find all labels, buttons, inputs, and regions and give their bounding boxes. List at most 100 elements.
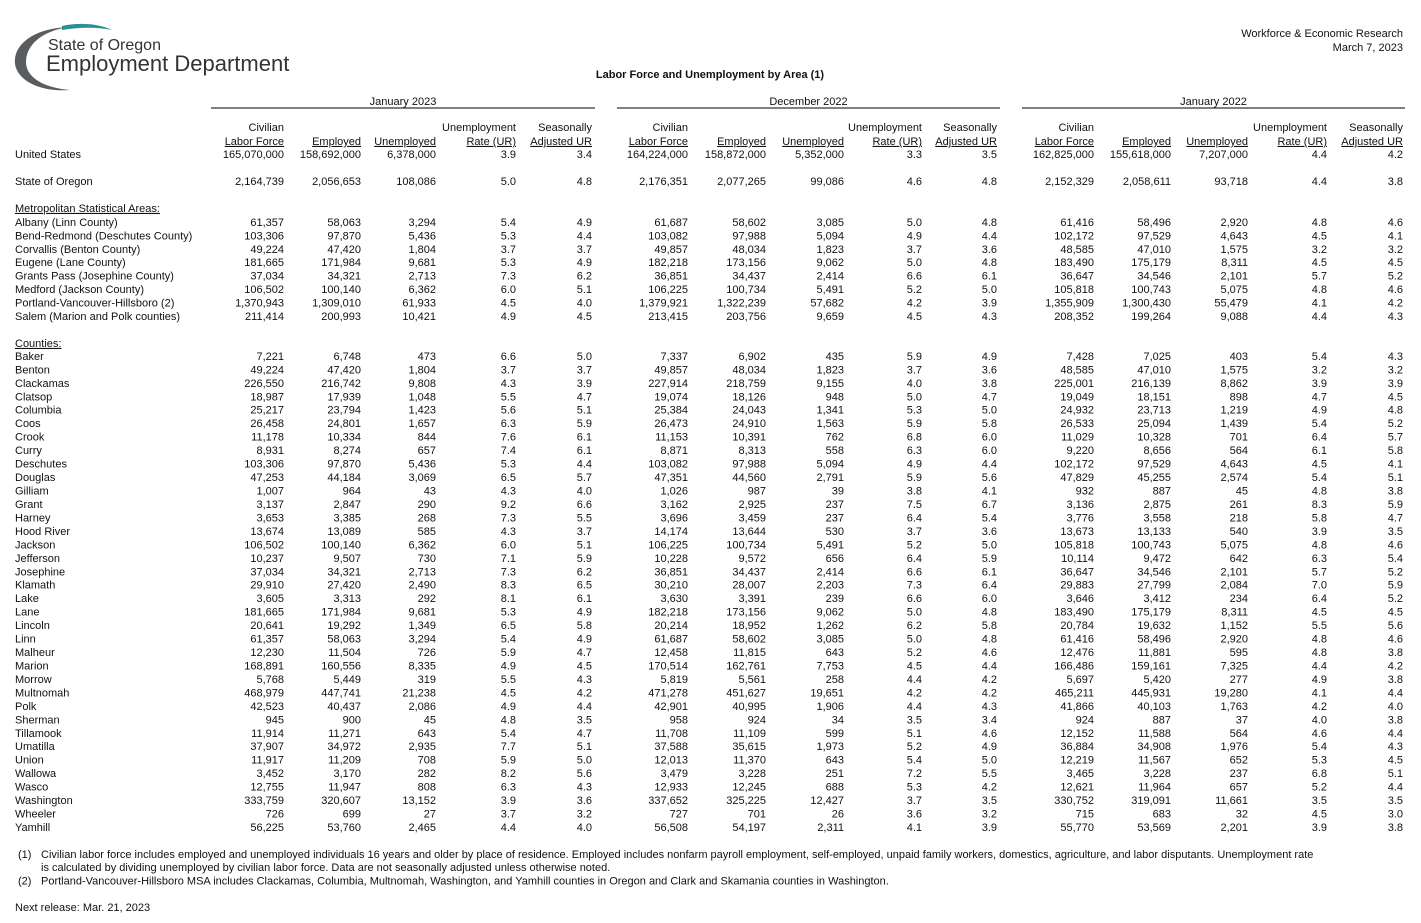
cell: 3.3 bbox=[907, 149, 922, 161]
cell: 4.3 bbox=[501, 486, 516, 498]
row-label: Jefferson bbox=[15, 553, 60, 565]
column-header: Unemployment bbox=[848, 122, 922, 134]
cell: 2,414 bbox=[816, 271, 844, 283]
cell: 4.4 bbox=[1312, 176, 1327, 188]
cell: 5.0 bbox=[982, 539, 997, 551]
cell: 4.4 bbox=[1388, 728, 1403, 740]
cell: 5.1 bbox=[1388, 472, 1403, 484]
cell: 37,588 bbox=[654, 741, 688, 753]
cell: 4.3 bbox=[982, 701, 997, 713]
cell: 14,174 bbox=[654, 526, 688, 538]
cell: 7.3 bbox=[501, 512, 516, 524]
cell: 11,109 bbox=[733, 728, 766, 740]
cell: 2,164,739 bbox=[235, 176, 284, 188]
cell: 3,085 bbox=[816, 217, 844, 229]
cell: 200,993 bbox=[321, 311, 361, 323]
cell: 3,605 bbox=[256, 593, 284, 605]
cell: 7.3 bbox=[907, 580, 922, 592]
cell: 3,391 bbox=[738, 593, 766, 605]
cell: 987 bbox=[748, 486, 766, 498]
cell: 3.7 bbox=[501, 364, 516, 376]
cell: 100,140 bbox=[321, 284, 361, 296]
cell: 1,657 bbox=[408, 418, 436, 430]
cell: 4.1 bbox=[1312, 687, 1327, 699]
cell: 4.8 bbox=[982, 257, 997, 269]
cell: 34,321 bbox=[327, 566, 361, 578]
cell: 4.9 bbox=[501, 311, 516, 323]
cell: 3.5 bbox=[982, 149, 997, 161]
cell: 4.3 bbox=[577, 674, 592, 686]
cell: 11,947 bbox=[328, 782, 361, 794]
cell: 2,201 bbox=[1220, 822, 1248, 834]
cell: 47,829 bbox=[1060, 472, 1094, 484]
cell: 30,210 bbox=[654, 580, 688, 592]
cell: 3,069 bbox=[408, 472, 436, 484]
cell: 3.9 bbox=[1312, 822, 1327, 834]
cell: 2,056,653 bbox=[312, 176, 361, 188]
cell: 5.4 bbox=[1312, 418, 1327, 430]
cell: 887 bbox=[1153, 714, 1171, 726]
cell: 4.5 bbox=[577, 660, 592, 672]
column-header: Adjusted UR bbox=[1341, 136, 1403, 148]
cell: 924 bbox=[1076, 714, 1094, 726]
cell: 218 bbox=[1230, 512, 1248, 524]
cell: 19,292 bbox=[327, 620, 361, 632]
cell: 19,651 bbox=[810, 687, 844, 699]
row-label: Tillamook bbox=[15, 728, 62, 740]
cell: 268 bbox=[418, 512, 436, 524]
cell: 5.2 bbox=[907, 647, 922, 659]
cell: 4.8 bbox=[982, 634, 997, 646]
cell: 4.5 bbox=[1312, 607, 1327, 619]
cell: 657 bbox=[1230, 782, 1248, 794]
cell: 23,794 bbox=[327, 405, 361, 417]
row-label: United States bbox=[15, 149, 82, 161]
cell: 6.5 bbox=[501, 620, 516, 632]
cell: 55,479 bbox=[1214, 297, 1248, 309]
cell: 5.0 bbox=[907, 257, 922, 269]
cell: 4.5 bbox=[1388, 607, 1403, 619]
cell: 13,674 bbox=[250, 526, 284, 538]
cell: 8,311 bbox=[1221, 607, 1248, 619]
cell: 159,161 bbox=[1131, 660, 1171, 672]
cell: 5.4 bbox=[982, 512, 997, 524]
row-label: Wallowa bbox=[15, 768, 57, 780]
cell: 8,931 bbox=[256, 445, 284, 457]
cell: 3.5 bbox=[1388, 526, 1403, 538]
cell: 3.6 bbox=[982, 244, 997, 256]
cell: 5.7 bbox=[577, 472, 592, 484]
cell: 2,490 bbox=[408, 580, 436, 592]
cell: 12,933 bbox=[654, 782, 688, 794]
row-label: Albany (Linn County) bbox=[15, 217, 118, 229]
cell: 3.8 bbox=[1388, 674, 1403, 686]
cell: 4.7 bbox=[982, 391, 997, 403]
row-label: Malheur bbox=[15, 647, 55, 659]
cell: 11,917 bbox=[251, 755, 284, 767]
cell: 6.1 bbox=[577, 445, 592, 457]
cell: 1,355,909 bbox=[1045, 297, 1094, 309]
cell: 3.8 bbox=[1388, 647, 1403, 659]
row-label: Josephine bbox=[15, 566, 65, 578]
cell: 47,010 bbox=[1137, 244, 1171, 256]
row-label: Eugene (Lane County) bbox=[15, 257, 126, 269]
cell: 3.9 bbox=[1312, 378, 1327, 390]
cell: 6.6 bbox=[577, 499, 592, 511]
cell: 28,007 bbox=[732, 580, 766, 592]
cell: 3.8 bbox=[1388, 714, 1403, 726]
cell: 683 bbox=[1153, 809, 1171, 821]
row-label: Deschutes bbox=[15, 459, 67, 471]
cell: 4.6 bbox=[982, 728, 997, 740]
cell: 4.8 bbox=[982, 217, 997, 229]
cell: 4.8 bbox=[577, 176, 592, 188]
cell: 39 bbox=[832, 486, 844, 498]
cell: 5.2 bbox=[1388, 271, 1403, 283]
cell: 55,770 bbox=[1060, 822, 1094, 834]
cell: 58,602 bbox=[732, 217, 766, 229]
cell: 4.2 bbox=[907, 687, 922, 699]
cell: 7,025 bbox=[1143, 351, 1171, 363]
cell: 1,219 bbox=[1220, 405, 1248, 417]
cell: 2,574 bbox=[1220, 472, 1248, 484]
cell: 9,507 bbox=[333, 553, 361, 565]
row-label: Multnomah bbox=[15, 687, 69, 699]
cell: 4.0 bbox=[1312, 714, 1327, 726]
cell: 4.4 bbox=[982, 459, 997, 471]
